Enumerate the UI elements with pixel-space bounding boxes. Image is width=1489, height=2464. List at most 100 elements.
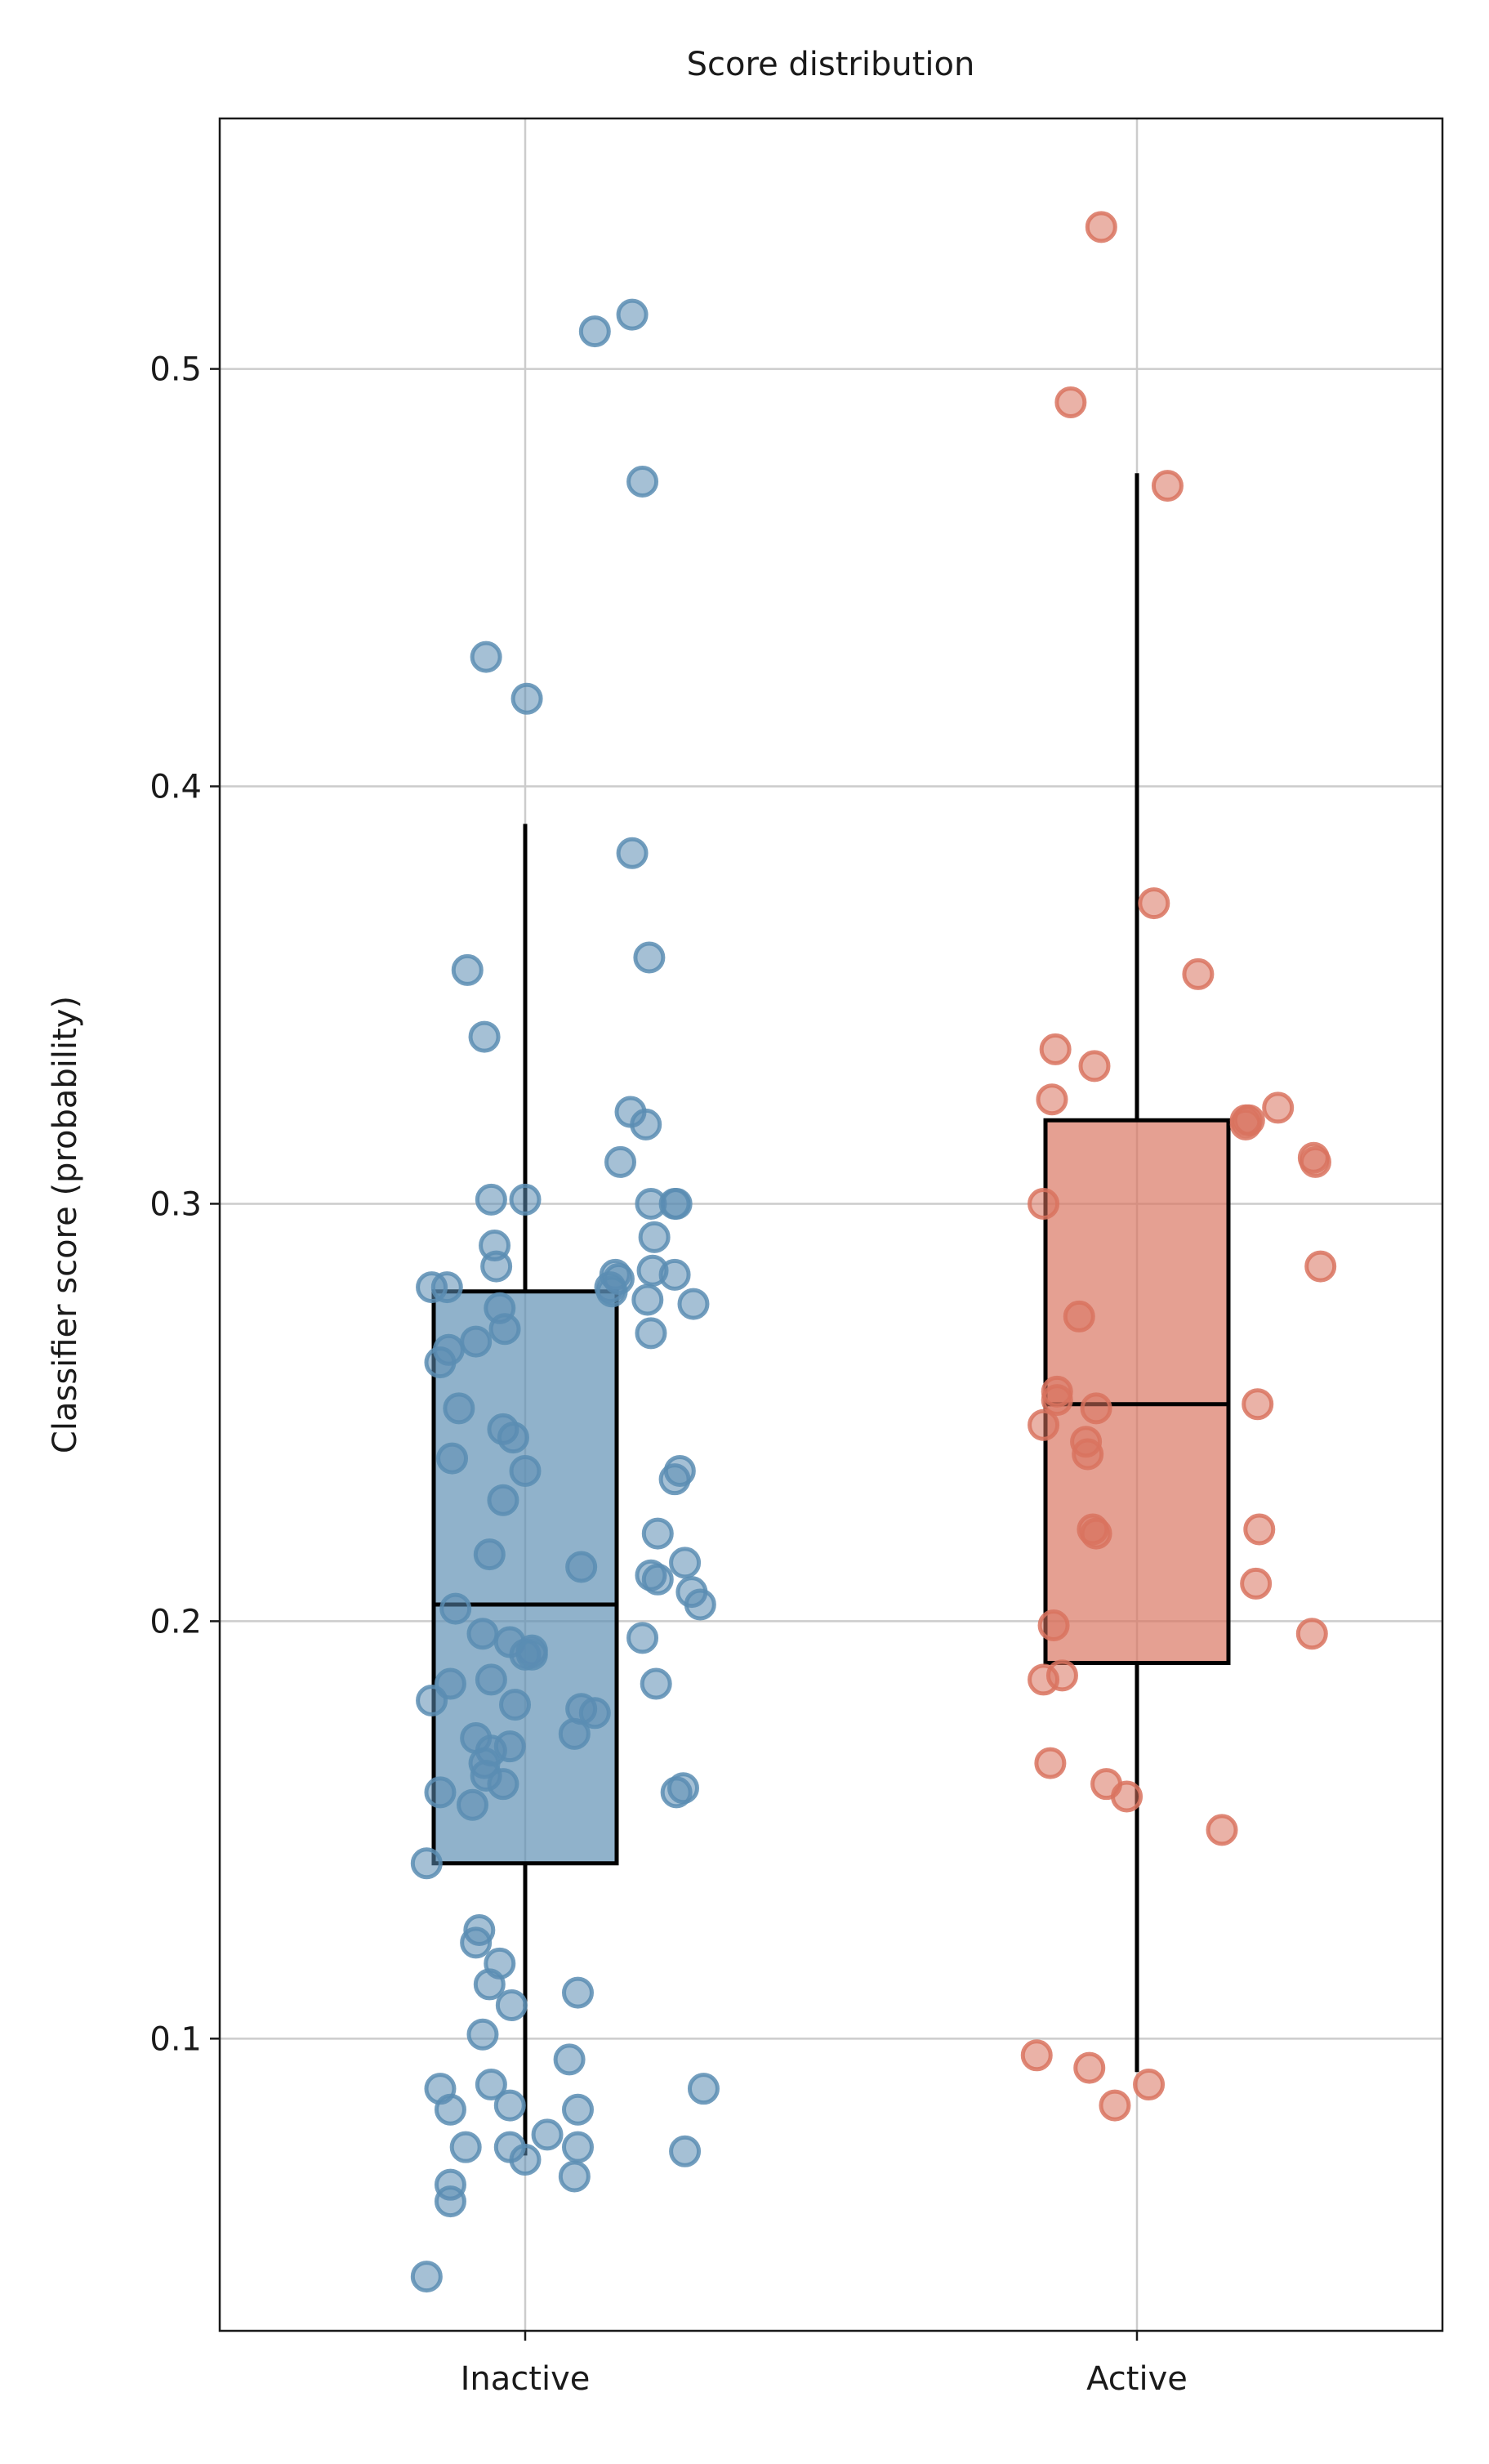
point-inactive-83 xyxy=(495,1989,528,2021)
point-inactive-90 xyxy=(434,2093,466,2126)
point-active-1 xyxy=(1054,386,1087,418)
point-inactive-45 xyxy=(473,1538,506,1571)
point-active-35 xyxy=(1206,1814,1238,1846)
axes: 0.1 0.2 0.3 0.4 0.5 Inactive Active xyxy=(149,351,1187,2398)
point-inactive-3 xyxy=(470,641,502,673)
point-inactive-29 xyxy=(677,1288,710,1320)
point-inactive-0 xyxy=(578,315,611,348)
point-inactive-12 xyxy=(475,1183,507,1216)
point-inactive-35 xyxy=(424,1346,457,1379)
point-inactive-10 xyxy=(630,1108,662,1140)
point-inactive-95 xyxy=(561,2131,594,2163)
point-inactive-73 xyxy=(666,1772,699,1805)
point-inactive-66 xyxy=(558,1717,591,1750)
point-inactive-33 xyxy=(460,1325,493,1358)
point-active-8 xyxy=(1262,1091,1295,1124)
chart-title: Score distribution xyxy=(687,46,975,83)
point-inactive-62 xyxy=(416,1684,448,1716)
point-active-6 xyxy=(1078,1050,1111,1082)
x-tick-label-inactive: Inactive xyxy=(461,2360,591,2398)
point-active-11 xyxy=(1229,1108,1262,1140)
point-active-34 xyxy=(1111,1780,1143,1813)
point-inactive-75 xyxy=(487,1768,519,1801)
point-inactive-89 xyxy=(561,2093,594,2126)
point-active-15 xyxy=(1304,1250,1337,1283)
point-inactive-4 xyxy=(510,682,543,715)
point-inactive-42 xyxy=(663,1454,696,1487)
point-inactive-46 xyxy=(669,1547,702,1579)
point-active-19 xyxy=(1242,1388,1274,1421)
point-inactive-100 xyxy=(434,2185,466,2218)
point-inactive-7 xyxy=(451,953,484,986)
point-inactive-53 xyxy=(466,1618,499,1650)
y-tick-label-1: 0.2 xyxy=(149,1603,202,1640)
point-active-38 xyxy=(1099,2089,1131,2122)
point-inactive-63 xyxy=(499,1689,532,1721)
point-active-13 xyxy=(1299,1145,1331,1178)
point-inactive-65 xyxy=(578,1697,611,1730)
x-tick-label-active: Active xyxy=(1086,2360,1188,2398)
point-inactive-6 xyxy=(633,941,666,974)
point-active-39 xyxy=(1133,2069,1166,2101)
point-inactive-13 xyxy=(509,1183,542,1216)
point-active-28 xyxy=(1037,1609,1070,1642)
point-inactive-82 xyxy=(561,1976,594,2009)
point-inactive-81 xyxy=(473,1968,506,2001)
y-tick-label-3: 0.4 xyxy=(149,769,202,806)
point-inactive-36 xyxy=(443,1392,475,1425)
point-inactive-11 xyxy=(604,1145,637,1178)
point-inactive-91 xyxy=(493,2089,526,2122)
point-inactive-59 xyxy=(475,1663,507,1696)
point-active-31 xyxy=(1028,1663,1060,1696)
point-inactive-31 xyxy=(488,1313,521,1346)
point-inactive-32 xyxy=(635,1317,667,1350)
point-inactive-38 xyxy=(497,1422,529,1454)
point-active-26 xyxy=(1243,1513,1276,1546)
point-inactive-8 xyxy=(468,1020,501,1053)
plot-frame xyxy=(218,117,1444,2332)
point-active-23 xyxy=(1072,1438,1104,1471)
point-active-32 xyxy=(1034,1747,1067,1779)
point-active-21 xyxy=(1028,1408,1060,1441)
point-active-4 xyxy=(1182,957,1215,990)
point-inactive-69 xyxy=(493,1730,526,1763)
point-inactive-96 xyxy=(669,2135,702,2167)
point-inactive-2 xyxy=(626,466,659,498)
point-inactive-54 xyxy=(626,1622,659,1654)
y-axis-label: Classifier score (probability) xyxy=(47,996,84,1453)
point-inactive-58 xyxy=(515,1638,548,1671)
point-active-18 xyxy=(1041,1384,1073,1417)
point-inactive-28 xyxy=(631,1283,664,1316)
point-inactive-44 xyxy=(641,1517,674,1550)
point-inactive-84 xyxy=(466,2018,499,2051)
point-inactive-1 xyxy=(616,298,649,331)
point-inactive-97 xyxy=(509,2144,542,2176)
point-inactive-27 xyxy=(595,1275,628,1308)
point-inactive-76 xyxy=(457,1788,489,1821)
point-inactive-61 xyxy=(640,1667,672,1700)
points xyxy=(410,211,1337,2293)
point-active-20 xyxy=(1080,1392,1112,1425)
point-active-3 xyxy=(1138,887,1170,920)
point-active-5 xyxy=(1039,1033,1072,1065)
boxes xyxy=(431,473,1231,2156)
point-active-36 xyxy=(1020,2039,1053,2072)
point-active-27 xyxy=(1240,1567,1273,1600)
point-inactive-98 xyxy=(558,2160,591,2193)
point-inactive-85 xyxy=(553,2043,586,2076)
point-inactive-43 xyxy=(487,1484,519,1516)
point-inactive-25 xyxy=(430,1271,463,1304)
point-active-25 xyxy=(1077,1513,1109,1546)
point-active-14 xyxy=(1028,1187,1060,1220)
point-active-29 xyxy=(1295,1618,1328,1650)
point-inactive-51 xyxy=(684,1588,716,1621)
point-active-7 xyxy=(1036,1083,1068,1116)
point-inactive-74 xyxy=(424,1776,457,1809)
point-inactive-101 xyxy=(410,2261,443,2293)
y-tick-label-2: 0.3 xyxy=(149,1185,202,1223)
point-active-2 xyxy=(1151,470,1184,502)
point-active-16 xyxy=(1063,1300,1095,1332)
point-inactive-88 xyxy=(687,2073,720,2105)
point-inactive-5 xyxy=(616,837,649,869)
